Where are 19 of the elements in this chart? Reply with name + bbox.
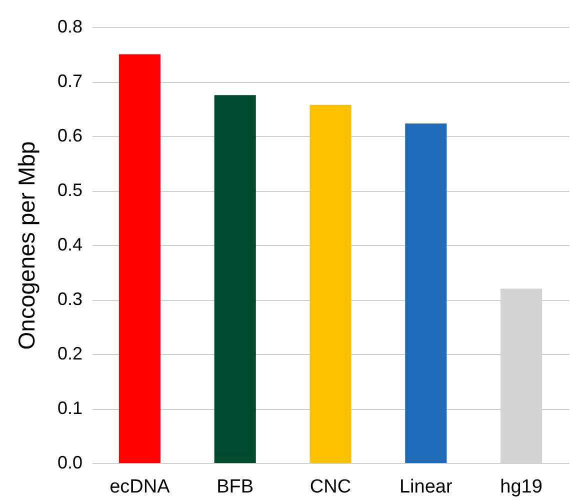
x-tick-label: ecDNA [110, 476, 170, 498]
y-tick-label: 0.2 [57, 344, 82, 364]
bar [214, 95, 256, 463]
y-tick-label: 0.4 [57, 234, 82, 254]
x-tick-label: Linear [399, 476, 453, 498]
x-tick-label: BFB [216, 476, 254, 498]
bar [118, 54, 160, 463]
y-tick-label: 0.0 [57, 452, 82, 472]
bar [405, 123, 447, 463]
bar [310, 104, 352, 463]
x-tick-label: CNC [310, 476, 352, 498]
y-tick-label: 0.7 [57, 71, 82, 91]
y-tick-label: 0.6 [57, 126, 82, 146]
x-tick-label: hg19 [500, 476, 542, 498]
y-tick-label: 0.3 [57, 289, 82, 309]
y-tick-label: 0.8 [57, 16, 82, 36]
y-axis-title: Oncogenes per Mbp [13, 141, 40, 350]
y-tick-label: 0.5 [57, 180, 82, 200]
y-tick-label: 0.1 [57, 398, 82, 418]
